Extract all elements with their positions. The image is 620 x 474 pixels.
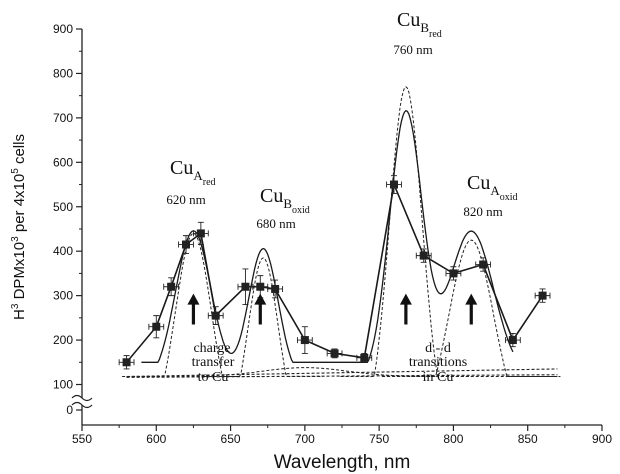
y-label-part: per 4x10 [11, 174, 28, 237]
data-point [479, 260, 488, 269]
peak-label-sub: B [283, 196, 292, 211]
y-tick-label: 0 [66, 403, 73, 417]
y-tick-label: 400 [53, 244, 73, 258]
gaussian-component-3 [340, 86, 472, 377]
data-point [182, 240, 190, 249]
y-label-exponent: 3 [10, 236, 21, 242]
peak-label-sub: A [193, 168, 203, 183]
peak-label-subsub: red [203, 177, 216, 188]
arrow-head [465, 293, 478, 305]
peak-label-cub_oxid: CuBoxid [260, 185, 310, 216]
peak-label-subsub: oxid [292, 205, 310, 216]
y-label-exponent: 5 [10, 168, 21, 174]
peak-label-main: Cu [170, 157, 193, 179]
y-tick-label: 100 [53, 378, 73, 392]
peak-label-main: Cu [467, 172, 490, 194]
x-tick-label: 700 [295, 432, 315, 446]
axes [71, 28, 603, 431]
data-point [256, 282, 265, 291]
y-tick-label: 900 [53, 22, 73, 36]
arrow-head [254, 293, 267, 305]
note-charge-transfer: to Cu [198, 370, 229, 385]
arrow-head [187, 293, 200, 305]
y-tick-label: 200 [53, 333, 73, 347]
peak-wavelength-cua_red: 620 nm [166, 192, 205, 207]
axis-break-mark [71, 394, 93, 409]
x-tick-label: 900 [592, 432, 612, 446]
y-tick-label: 300 [53, 289, 73, 303]
data-point [271, 284, 280, 293]
note-d-d: transitions [409, 355, 467, 370]
data-point [152, 322, 161, 331]
peak-label-cua_red: CuAred [170, 157, 216, 188]
data-point [122, 358, 131, 367]
data-point [211, 311, 220, 320]
y-tick-label: 600 [53, 155, 73, 169]
peak-wavelength-cub_red: 760 nm [393, 42, 432, 57]
dashed-tail-curve [126, 367, 558, 377]
y-tick-label: 500 [53, 200, 73, 214]
note-d-d: d - d [425, 341, 451, 356]
x-axis-label: Wavelength, nm [274, 452, 411, 473]
data-point [241, 282, 250, 291]
x-tick-label: 750 [369, 432, 389, 446]
data-point [390, 180, 398, 189]
data-point [196, 229, 205, 238]
peak-label-sub: B [420, 20, 429, 35]
y-label-exponent: 3 [10, 303, 21, 309]
data-marks [118, 175, 551, 370]
x-tick-label: 600 [146, 432, 166, 446]
data-point [508, 336, 517, 345]
curves [122, 86, 561, 378]
x-tick-label: 800 [443, 432, 463, 446]
y-tick-label: 800 [53, 66, 73, 80]
peak-label-main: Cu [260, 185, 283, 207]
data-point [538, 291, 547, 300]
peak-label-main: Cu [397, 9, 420, 31]
y-label-part: cells [11, 134, 28, 168]
peak-label-subsub: oxid [500, 192, 518, 203]
y-axis-label: H3 DPMx103 per 4x105 cells [10, 134, 28, 320]
data-point [330, 349, 339, 358]
note-charge-transfer: charge [193, 341, 230, 356]
peak-wavelength-cub_oxid: 680 nm [256, 216, 295, 231]
data-point [449, 269, 458, 278]
peak-label-sub: A [490, 183, 500, 198]
dashed-baseline-2 [126, 374, 558, 378]
peak-wavelength-cua_oxid: 820 nm [463, 204, 502, 219]
gaussian-component-4 [382, 239, 561, 377]
data-point [360, 353, 369, 362]
x-tick-label: 550 [72, 432, 92, 446]
x-tick-label: 650 [221, 432, 241, 446]
arrow-head [399, 293, 412, 305]
labels: 550 600 650 700 750 800 850 900 0 100 200 300 400 500… [10, 9, 612, 473]
data-point [300, 336, 309, 345]
note-charge-transfer: transfer [192, 355, 235, 370]
peak-label-cub_red: CuBred [397, 9, 442, 40]
note-d-d: in Cu [423, 370, 454, 385]
data-point [167, 282, 176, 291]
y-label-part: H [11, 309, 28, 320]
peak-label-cua_oxid: CuAoxid [467, 172, 518, 203]
data-point [419, 251, 428, 260]
y-tick-label: 700 [53, 111, 73, 125]
y-label-part: DPMx10 [11, 242, 28, 304]
peak-label-subsub: red [429, 29, 442, 40]
data-line [125, 181, 544, 363]
x-tick-label: 850 [518, 432, 538, 446]
dashed-baseline-1 [126, 368, 558, 378]
